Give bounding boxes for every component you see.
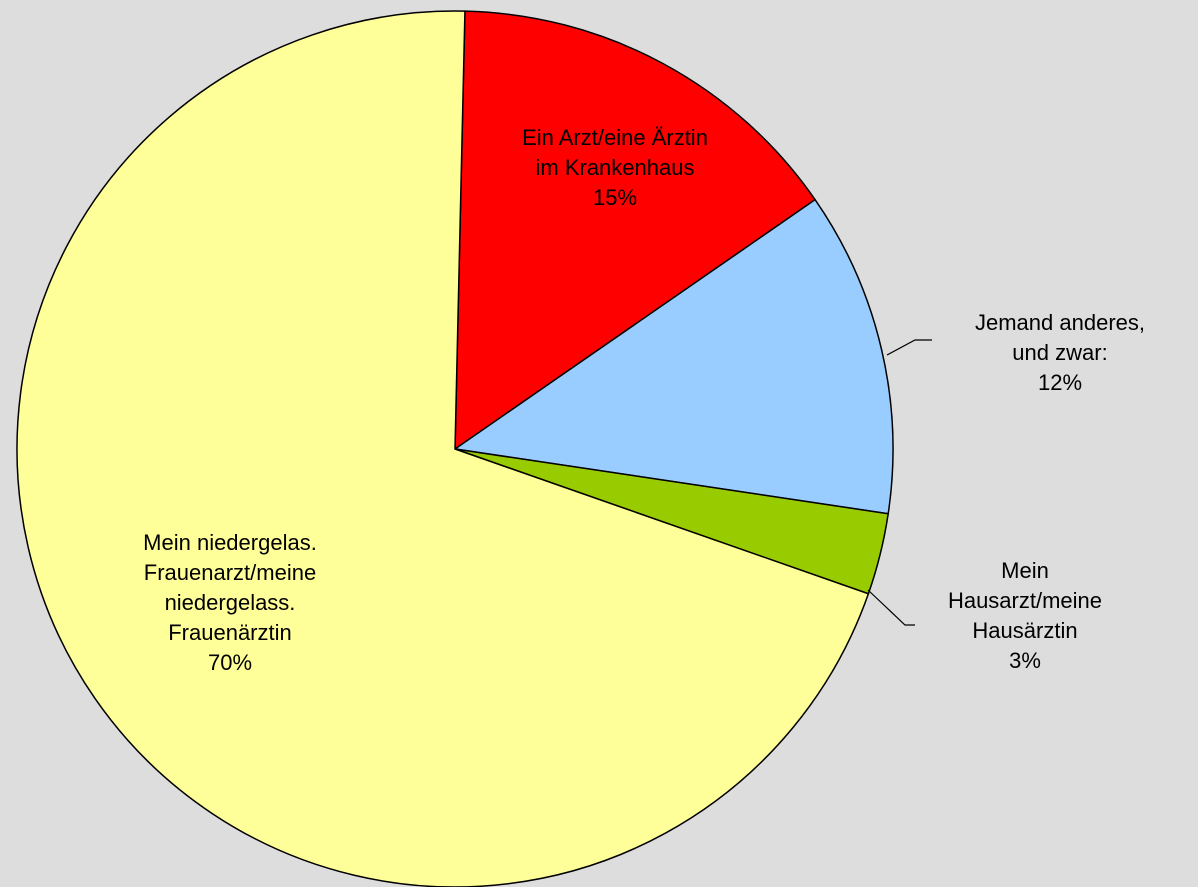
label-line: Frauenärztin	[168, 620, 292, 645]
slice-label: Mein Hausarzt/meine Hausärztin	[948, 558, 1102, 643]
label-line: Mein niedergelas.	[143, 530, 317, 555]
pie-slice	[454, 10, 817, 451]
pie-slice	[16, 10, 870, 887]
pie-slice	[453, 198, 894, 515]
label-line: Frauenarzt/meine	[144, 560, 316, 585]
slice-label: Mein niedergelas. Frauenarzt/meine niederg…	[143, 530, 317, 645]
label-line: Jemand anderes,	[975, 310, 1145, 335]
leader-line	[867, 589, 915, 626]
label-line: niedergelass.	[165, 590, 296, 615]
slice-label: Ein Arzt/eine Ärztin im Krankenhaus	[522, 125, 708, 180]
label-line: im Krankenhaus	[536, 155, 695, 180]
label-line: Hausärztin	[972, 618, 1077, 643]
slice-label: Jemand anderes, und zwar:	[975, 310, 1145, 365]
label-line: und zwar:	[1012, 340, 1107, 365]
label-line: Hausarzt/meine	[948, 588, 1102, 613]
label-line: Mein	[1001, 558, 1049, 583]
label-line: Ein Arzt/eine Ärztin	[522, 125, 708, 150]
value-label: 70%	[208, 650, 252, 675]
value-label: 3%	[1009, 648, 1041, 673]
leader-line	[886, 339, 932, 356]
value-label: 15%	[593, 185, 637, 210]
value-label: 12%	[1038, 370, 1082, 395]
